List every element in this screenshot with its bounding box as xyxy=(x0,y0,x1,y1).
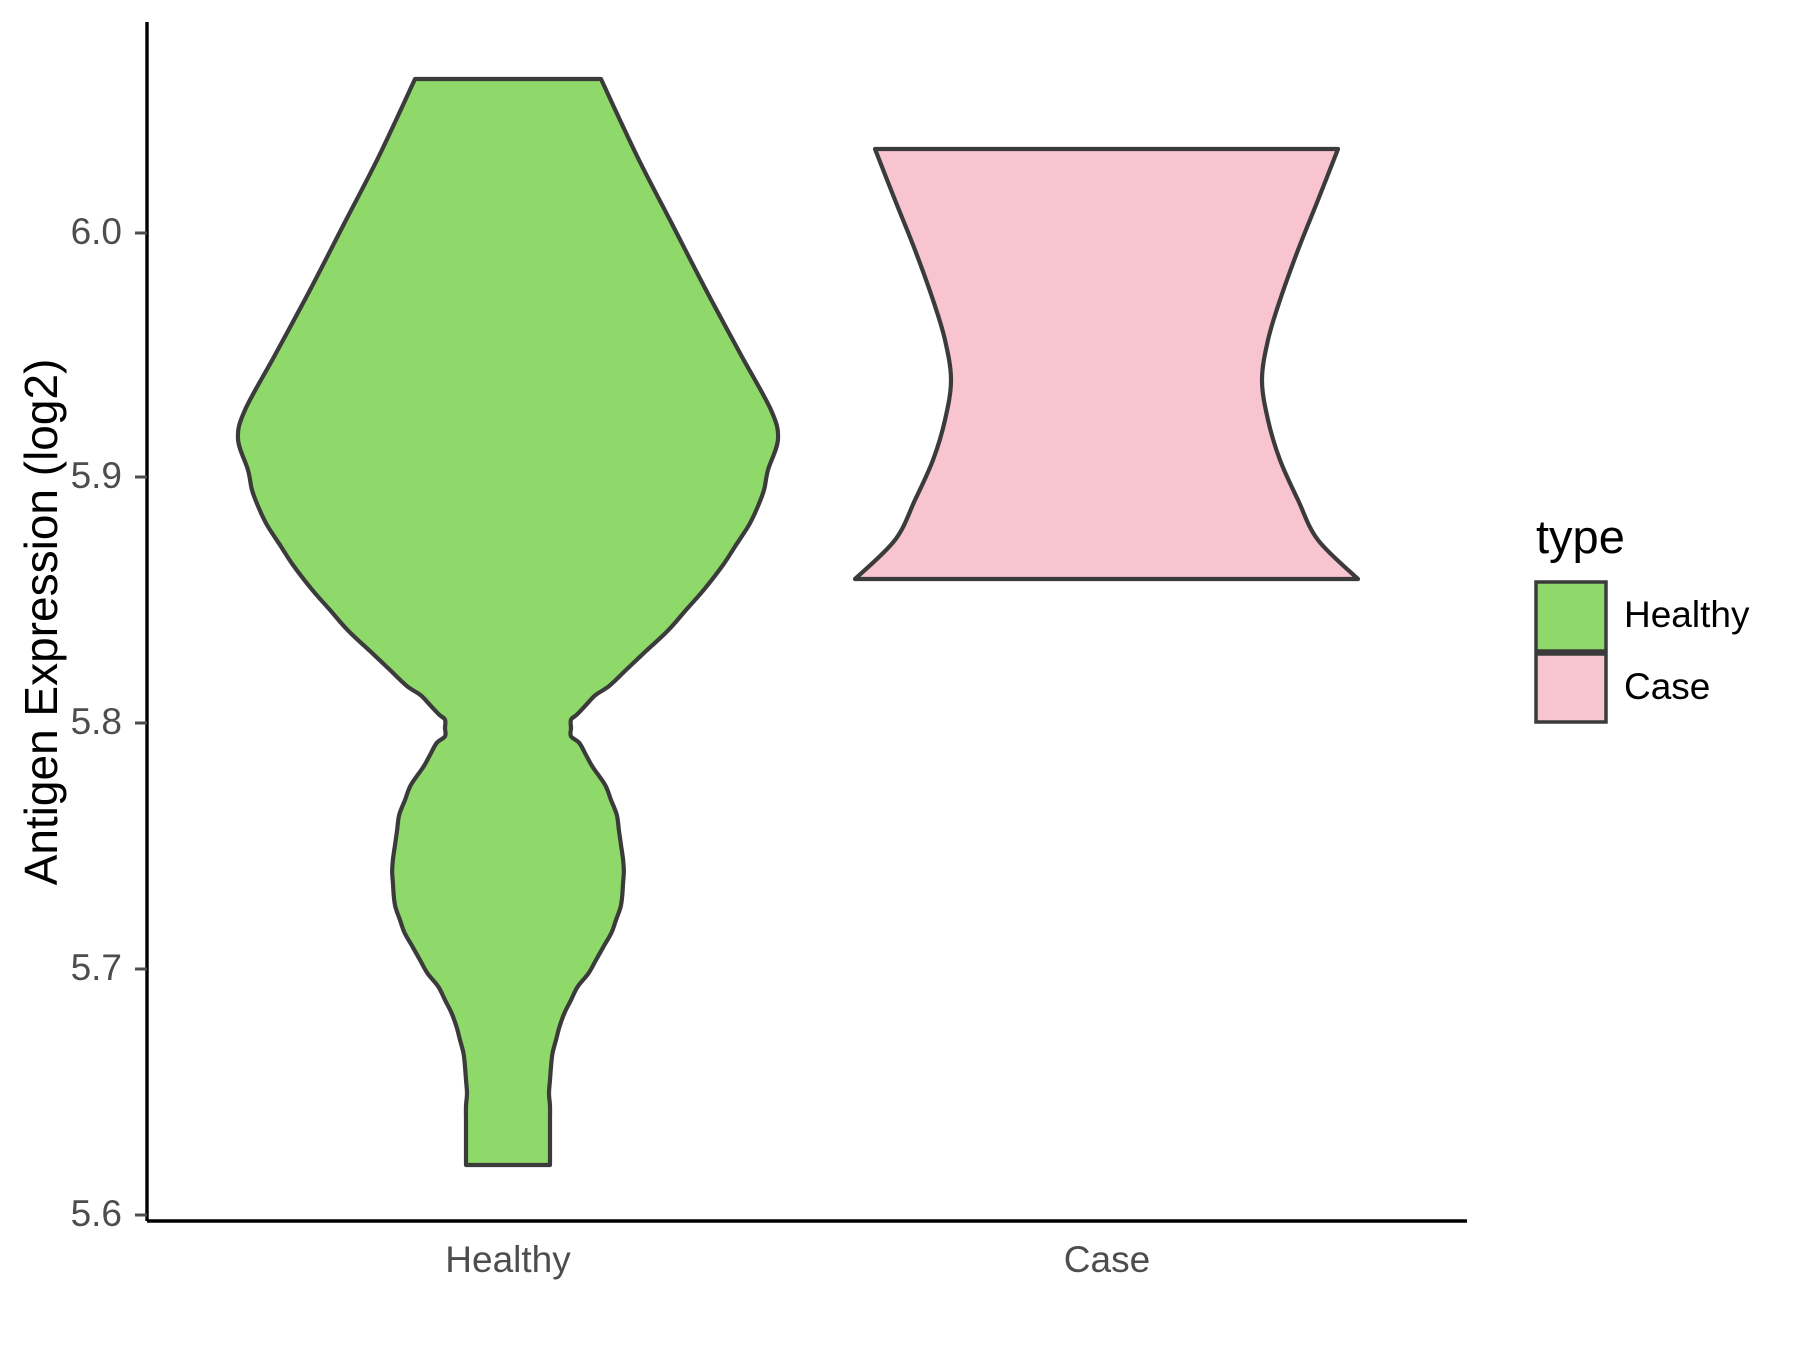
svg-text:6.0: 6.0 xyxy=(71,211,122,252)
svg-text:Antigen Expression (log2): Antigen Expression (log2) xyxy=(15,359,67,886)
svg-text:5.8: 5.8 xyxy=(71,701,122,742)
svg-text:type: type xyxy=(1536,510,1625,563)
svg-text:Healthy: Healthy xyxy=(445,1239,571,1280)
svg-text:5.9: 5.9 xyxy=(71,455,122,496)
svg-text:Case: Case xyxy=(1624,666,1710,707)
svg-text:5.7: 5.7 xyxy=(71,947,122,988)
svg-text:5.6: 5.6 xyxy=(71,1193,122,1234)
svg-text:Healthy: Healthy xyxy=(1624,594,1750,635)
svg-text:Case: Case xyxy=(1064,1239,1150,1280)
